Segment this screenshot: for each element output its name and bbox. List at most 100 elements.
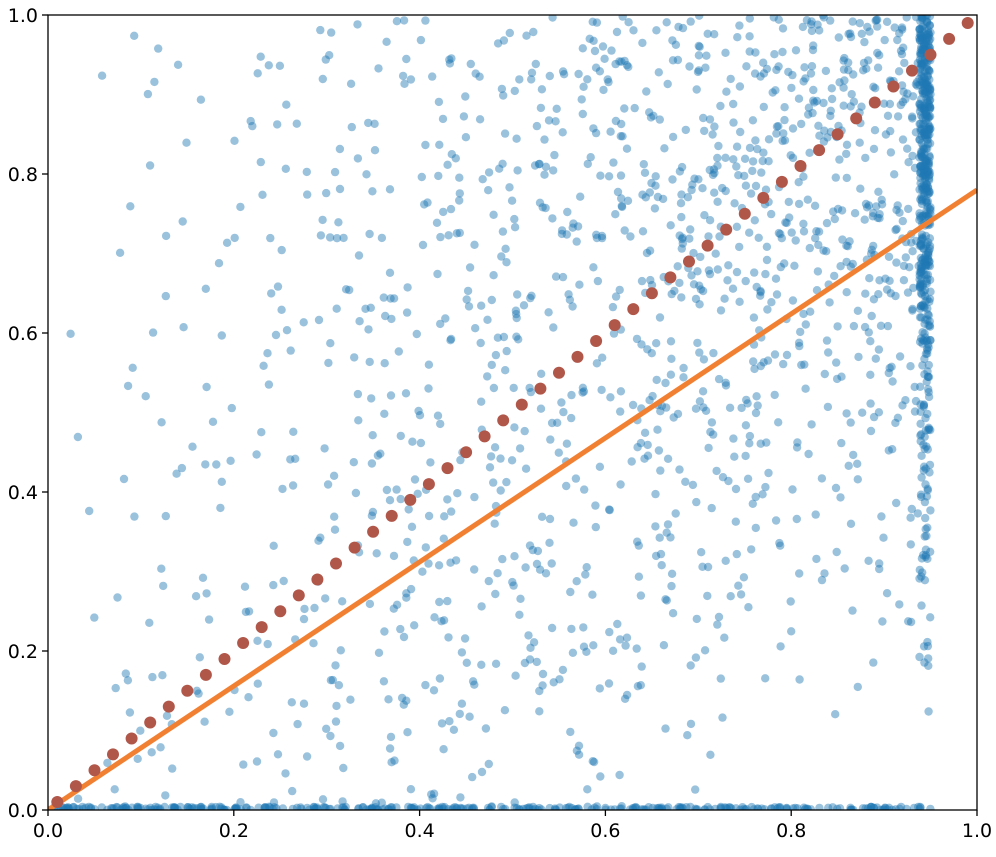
scatter-point: [410, 621, 419, 630]
scatter-point: [926, 28, 935, 37]
scatter-point: [368, 804, 377, 810]
scatter-point: [915, 268, 924, 277]
scatter-point: [662, 804, 671, 810]
scatter-point: [663, 520, 673, 529]
diagonal-point: [385, 509, 398, 522]
scatter-point: [591, 128, 601, 138]
scatter-point: [645, 108, 654, 117]
scatter-point: [485, 805, 495, 810]
scatter-point: [534, 159, 544, 169]
scatter-point: [709, 348, 718, 358]
scatter-point: [925, 241, 935, 251]
scatter-point: [435, 674, 445, 683]
scatter-point: [349, 458, 358, 467]
scatter-point: [926, 205, 935, 215]
scatter-point: [319, 803, 328, 810]
scatter-point: [389, 294, 399, 303]
scatter-point: [916, 162, 926, 171]
scatter-point: [597, 231, 607, 241]
scatter-point: [466, 59, 475, 69]
scatter-point: [505, 183, 514, 192]
scatter-point: [519, 301, 529, 310]
scatter-point: [915, 135, 924, 144]
scatter-point: [433, 804, 442, 810]
scatter-point: [677, 803, 687, 810]
scatter-point: [447, 150, 456, 159]
scatter-point: [855, 19, 864, 28]
scatter-point: [538, 203, 547, 212]
scatter-point: [260, 803, 270, 810]
scatter-point: [651, 172, 660, 181]
scatter-point: [549, 678, 558, 687]
scatter-point: [775, 538, 784, 548]
scatter-point: [923, 445, 932, 454]
scatter-point: [847, 805, 856, 810]
scatter-point: [917, 71, 926, 81]
scatter-point: [917, 196, 926, 205]
scatter-point: [918, 15, 927, 20]
scatter-point: [576, 192, 585, 201]
scatter-point: [558, 665, 568, 675]
scatter-point: [333, 804, 342, 810]
scatter-point: [288, 481, 298, 490]
scatter-point: [919, 288, 928, 297]
scatter-point: [540, 170, 549, 179]
scatter-point: [916, 400, 925, 409]
scatter-point: [730, 199, 739, 208]
scatter-point: [253, 636, 262, 645]
scatter-point: [141, 392, 150, 401]
scatter-point: [386, 294, 395, 303]
scatter-point: [753, 804, 763, 810]
scatter-point: [920, 105, 929, 115]
scatter-point: [724, 261, 733, 270]
scatter-point: [208, 417, 218, 426]
scatter-point: [908, 151, 917, 161]
scatter-point: [743, 474, 753, 483]
scatter-point: [384, 804, 393, 810]
scatter-point: [896, 802, 906, 810]
scatter-point: [513, 290, 522, 299]
diagonal-point: [199, 668, 212, 681]
scatter-point: [168, 764, 177, 773]
scatter-point: [457, 648, 467, 657]
scatter-point: [867, 802, 876, 810]
scatter-point: [606, 127, 615, 136]
scatter-point: [922, 30, 932, 40]
scatter-point: [815, 803, 824, 810]
scatter-point: [176, 802, 185, 810]
scatter-point: [916, 161, 926, 171]
scatter-point: [499, 91, 508, 100]
scatter-point: [230, 804, 239, 810]
scatter-point: [735, 297, 744, 306]
scatter-point: [736, 590, 746, 599]
scatter-point: [698, 562, 707, 571]
scatter-point: [725, 403, 735, 412]
scatter-point: [823, 402, 833, 412]
scatter-point: [923, 131, 933, 140]
scatter-point: [706, 427, 715, 437]
scatter-point: [525, 383, 534, 393]
y-tick-label: 0.8: [8, 164, 38, 186]
scatter-point: [605, 505, 614, 514]
scatter-point: [925, 167, 934, 177]
scatter-point: [157, 418, 166, 427]
scatter-point: [923, 310, 933, 319]
scatter-point: [709, 430, 718, 439]
scatter-point: [467, 805, 477, 810]
scatter-point: [921, 172, 930, 181]
scatter-point: [62, 804, 71, 810]
scatter-point: [314, 536, 323, 545]
scatter-point: [918, 234, 927, 243]
scatter-point: [438, 114, 448, 124]
scatter-point: [481, 724, 491, 733]
scatter-point: [612, 27, 622, 37]
scatter-point: [710, 168, 719, 178]
scatter-point: [846, 805, 856, 810]
scatter-point: [406, 803, 416, 810]
scatter-point: [883, 805, 892, 810]
scatter-point: [703, 591, 712, 601]
scatter-point: [468, 677, 478, 686]
scatter-point: [313, 804, 322, 810]
scatter-point: [133, 803, 142, 810]
scatter-point: [917, 554, 927, 563]
